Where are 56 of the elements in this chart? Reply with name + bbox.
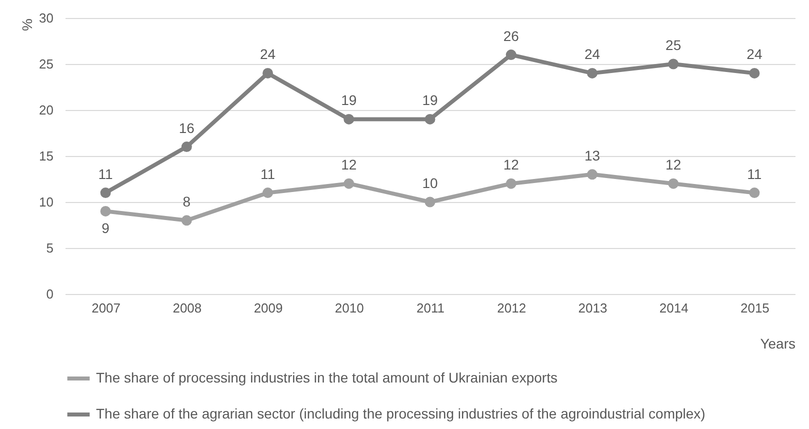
point <box>424 196 436 208</box>
y-axis-title: % <box>19 18 36 31</box>
point <box>344 178 354 189</box>
x-tick-label: 2015 <box>740 300 770 316</box>
data-label: 19 <box>422 92 438 108</box>
data-label: 24 <box>746 46 762 62</box>
data-label: 25 <box>666 37 682 53</box>
point <box>181 142 192 152</box>
data-label: 13 <box>584 147 600 164</box>
data-label: 11 <box>260 166 276 182</box>
point <box>506 50 516 60</box>
data-label: 8 <box>182 193 191 210</box>
y-tick-label: 25 <box>39 56 54 72</box>
point <box>749 68 760 78</box>
point <box>749 188 760 198</box>
data-label: 19 <box>341 92 357 108</box>
data-label: 9 <box>102 220 110 236</box>
y-tick-label: 5 <box>46 240 54 256</box>
point <box>668 178 679 189</box>
point <box>424 114 436 124</box>
y-tick-label: 15 <box>39 148 54 164</box>
data-label: 10 <box>422 175 438 191</box>
point <box>181 215 192 226</box>
point <box>262 188 274 198</box>
point <box>668 58 679 70</box>
y-tick-label: 10 <box>39 194 54 210</box>
data-label: 24 <box>584 46 600 62</box>
data-label: 12 <box>503 156 520 173</box>
point <box>262 68 274 78</box>
x-tick-label: 2013 <box>578 300 608 316</box>
data-label: 16 <box>178 120 195 136</box>
y-tick-label: 0 <box>46 286 54 302</box>
point <box>586 68 598 78</box>
x-tick-label: 2014 <box>659 300 688 316</box>
data-label: 26 <box>503 28 520 44</box>
data-label: 12 <box>341 156 357 173</box>
data-label: 12 <box>666 156 682 173</box>
data-label: 11 <box>747 166 762 182</box>
point <box>100 206 111 216</box>
data-label: 11 <box>98 166 114 182</box>
x-tick-label: 2011 <box>416 300 444 316</box>
point <box>344 114 354 124</box>
x-tick-label: 2009 <box>254 300 283 316</box>
x-axis-title: Years <box>760 336 796 352</box>
x-tick-label: 2012 <box>497 300 526 316</box>
point <box>506 178 516 189</box>
y-tick-label: 20 <box>39 102 54 118</box>
point <box>100 188 111 198</box>
y-tick-label: 30 <box>39 10 54 26</box>
legend-label: The share of processing industries in the total amount of Ukrainian exports <box>96 370 558 386</box>
x-tick-label: 2007 <box>92 300 121 316</box>
point <box>586 169 598 180</box>
data-label: 24 <box>260 46 276 62</box>
legend-label: The share of the agrarian sector (including the processing industries of the agroindustrial complex) <box>96 406 706 422</box>
x-tick-label: 2008 <box>172 300 202 316</box>
x-tick-label: 2010 <box>334 300 364 316</box>
